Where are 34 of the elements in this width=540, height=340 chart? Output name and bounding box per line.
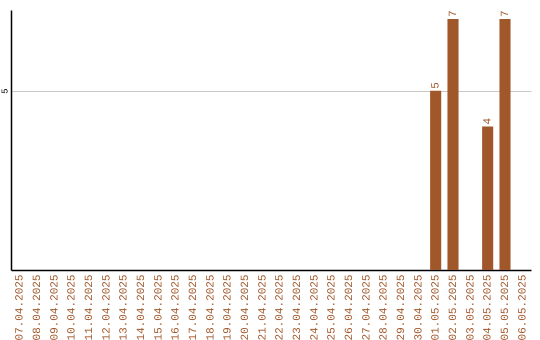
- x-tick-label: 06.05.2025: [517, 274, 530, 340]
- x-tick-label: 09.04.2025: [49, 274, 62, 340]
- x-tick-label: 16.04.2025: [170, 274, 183, 340]
- x-tick-label: 20.04.2025: [240, 274, 252, 340]
- x-tick-label: 01.05.2025: [430, 274, 443, 340]
- x-tick-label: 30.04.2025: [413, 274, 426, 340]
- x-tick-label: 29.04.2025: [396, 274, 408, 340]
- x-tick-label: 03.05.2025: [465, 274, 478, 340]
- x-tick-label: 22.04.2025: [274, 274, 287, 340]
- data-label: 7: [448, 10, 460, 17]
- x-tick-label: 18.04.2025: [205, 274, 218, 340]
- x-tick-label: 17.04.2025: [188, 274, 200, 340]
- x-tick-label: 04.05.2025: [482, 274, 495, 340]
- x-tick-label: 14.04.2025: [136, 274, 148, 340]
- data-label: 7: [500, 10, 512, 17]
- x-tick-label: 10.04.2025: [66, 274, 79, 340]
- x-tick-label: 28.04.2025: [378, 274, 391, 340]
- x-tick-label: 13.04.2025: [118, 274, 131, 340]
- x-tick-label: 25.04.2025: [326, 274, 339, 340]
- x-tick-label: 26.04.2025: [344, 274, 356, 340]
- x-tick-label: 05.05.2025: [500, 274, 512, 340]
- x-tick-label: 12.04.2025: [101, 274, 114, 340]
- x-tick-label: 27.04.2025: [361, 274, 374, 340]
- x-tick-label: 02.05.2025: [448, 274, 460, 340]
- data-label: 5: [430, 82, 443, 89]
- x-tick-label: 11.04.2025: [84, 274, 96, 340]
- x-tick-label: 19.04.2025: [222, 274, 235, 340]
- x-tick-label: 23.04.2025: [292, 274, 304, 340]
- x-tick-label: 07.04.2025: [14, 274, 27, 340]
- x-tick-label: 08.04.2025: [32, 274, 44, 340]
- x-tick-label: 24.04.2025: [309, 274, 322, 340]
- x-tick-label: 21.04.2025: [257, 274, 270, 340]
- x-tick-label: 15.04.2025: [153, 274, 166, 340]
- data-label: 4: [482, 118, 495, 125]
